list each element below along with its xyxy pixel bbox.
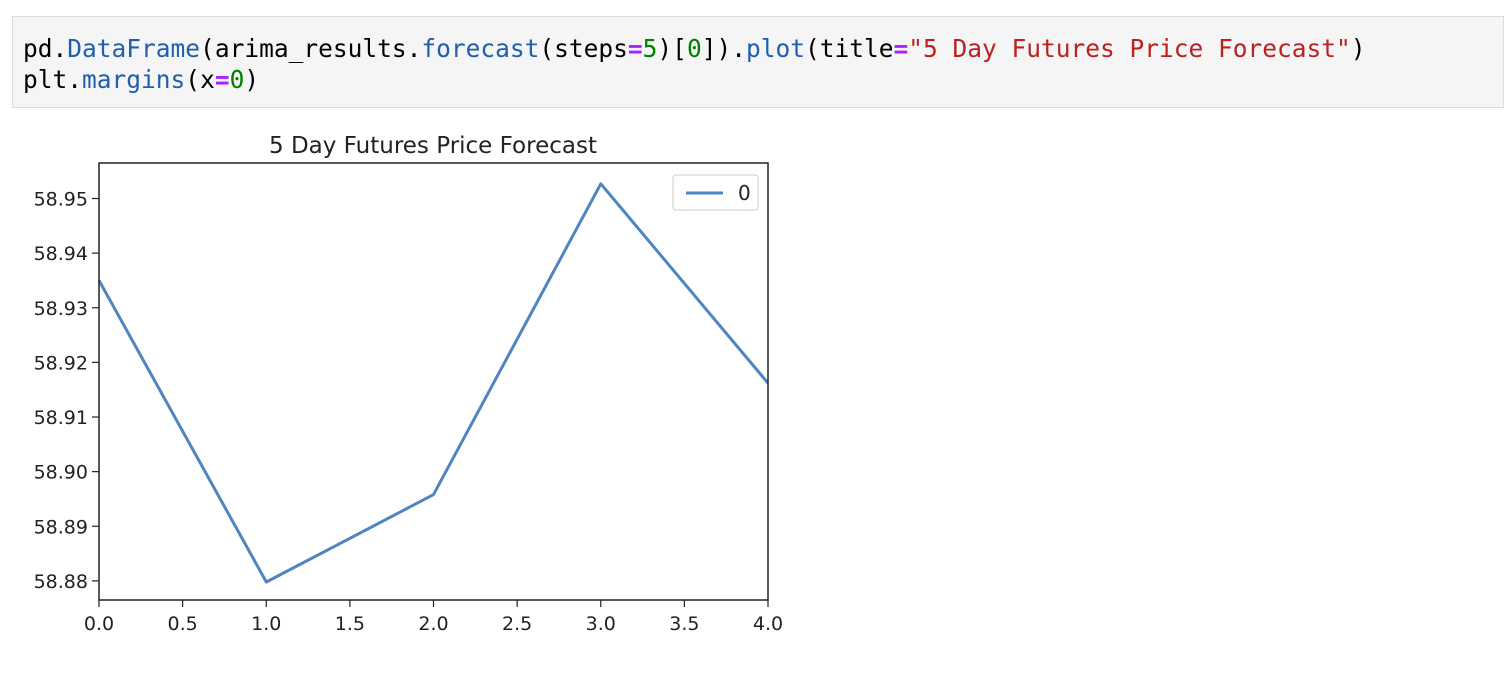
code-token: title <box>819 34 894 63</box>
x-tick-label: 4.0 <box>753 613 783 635</box>
code-cell-input[interactable]: pd.DataFrame(arima_results.forecast(step… <box>12 16 1504 108</box>
x-tick-label: 0.5 <box>168 613 198 635</box>
y-tick-label: 58.94 <box>34 243 88 265</box>
code-token: . <box>406 34 422 63</box>
code-token: ( <box>539 34 555 63</box>
series-line <box>97 182 770 584</box>
code-token: ]) <box>701 34 732 63</box>
code-token: 0 <box>686 34 702 63</box>
y-tick-label: 58.95 <box>34 189 88 211</box>
code-token: ) <box>244 65 260 94</box>
code-line-2: plt.margins(x=0) <box>23 64 1493 95</box>
x-tick-label: 1.5 <box>335 613 365 635</box>
code-token: = <box>627 34 643 63</box>
code-token: 0 <box>229 65 245 94</box>
x-tick-label: 3.5 <box>669 613 699 635</box>
code-line-1: pd.DataFrame(arima_results.forecast(step… <box>23 33 1493 64</box>
y-tick-label: 58.88 <box>34 571 88 593</box>
x-tick-label: 1.0 <box>251 613 281 635</box>
code-token: DataFrame <box>67 34 201 63</box>
code-token: plot <box>745 34 805 63</box>
code-token: )[ <box>657 34 687 63</box>
plot-frame <box>98 162 769 601</box>
x-tick-label: 2.0 <box>418 613 448 635</box>
code-token: = <box>893 34 909 63</box>
y-tick-label: 58.89 <box>34 516 88 538</box>
code-token: plt <box>23 65 68 94</box>
code-token: forecast <box>421 34 540 63</box>
code-token: ( <box>805 34 820 63</box>
code-token: steps <box>554 34 628 63</box>
line-chart: 5 Day Futures Price Forecast 58.88 58.89 5… <box>34 133 784 635</box>
code-token: margins <box>82 65 186 94</box>
code-token: x <box>200 65 215 94</box>
code-token: pd <box>23 34 53 63</box>
cell-output: 5 Day Futures Price Forecast 58.88 58.89 5… <box>0 118 800 670</box>
y-tick-label: 58.93 <box>34 298 88 320</box>
code-token: ) <box>1350 34 1366 63</box>
code-token: ( <box>200 34 215 63</box>
code-token: . <box>67 65 83 94</box>
y-tick-label: 58.92 <box>34 352 88 374</box>
chart-legend: 0 <box>672 174 759 211</box>
y-tick-label: 58.91 <box>34 407 88 429</box>
code-token: = <box>214 65 230 94</box>
x-tick-label: 2.5 <box>502 613 532 635</box>
legend-label: 0 <box>738 181 751 205</box>
y-tick-label: 58.90 <box>34 462 88 484</box>
chart-title: 5 Day Futures Price Forecast <box>269 133 597 159</box>
x-tick-label: 0.0 <box>84 613 114 635</box>
code-token: . <box>731 34 746 63</box>
code-token: 5 <box>642 34 658 63</box>
code-token: "5 Day Futures Price Forecast" <box>908 34 1351 63</box>
x-tick-label: 3.0 <box>586 613 616 635</box>
code-editor[interactable]: pd.DataFrame(arima_results.forecast(step… <box>13 17 1503 95</box>
code-token: . <box>52 34 68 63</box>
code-token: ( <box>185 65 201 94</box>
code-token: arima_results <box>214 34 407 63</box>
